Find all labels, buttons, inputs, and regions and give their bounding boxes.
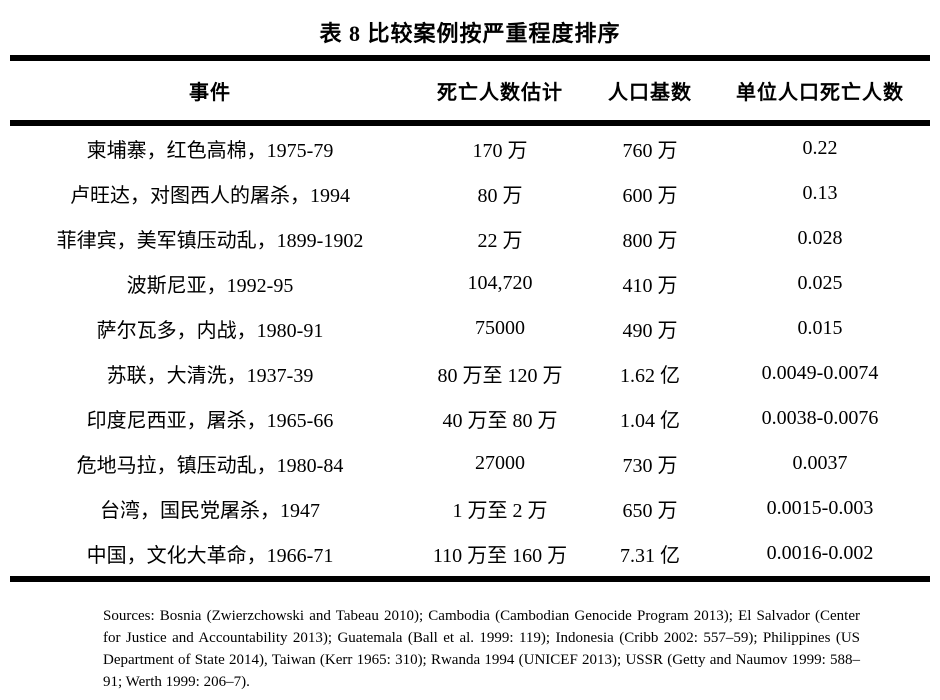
cell-event: 苏联，大清洗，1937-39 [106,365,314,387]
cell-per-capita: 0.0016-0.002 [766,542,874,564]
column-header-event: 事件 [189,82,231,104]
cell-deaths: 75000 [475,317,525,339]
cell-deaths: 104,720 [467,272,533,294]
cell-per-capita: 0.0049-0.0074 [761,362,879,384]
cell-per-capita: 0.0038-0.0076 [761,407,879,429]
cell-deaths: 40 万至 80 万 [442,410,558,432]
cell-population: 600 万 [622,185,678,207]
cell-per-capita: 0.015 [797,317,843,339]
table-row: 柬埔寨，红色高棉，1975-79 170 万 760 万 0.22 [10,123,930,171]
cell-per-capita: 0.0015-0.003 [766,497,874,519]
cell-deaths: 1 万至 2 万 [452,500,548,522]
cell-event: 波斯尼亚，1992-95 [126,275,294,297]
cell-population: 650 万 [622,500,678,522]
cell-deaths: 27000 [475,452,525,474]
cell-event: 菲律宾，美军镇压动乱，1899-1902 [56,230,364,252]
table-row: 台湾，国民党屠杀，1947 1 万至 2 万 650 万 0.0015-0.003 [10,486,930,531]
cell-population: 410 万 [622,275,678,297]
table-header: 事件 死亡人数估计 人口基数 单位人口死亡人数 [10,58,930,123]
header-row: 事件 死亡人数估计 人口基数 单位人口死亡人数 [10,58,930,123]
cell-deaths: 22 万 [477,230,523,252]
cell-deaths: 80 万至 120 万 [437,365,563,387]
cell-population: 1.04 亿 [620,410,680,432]
cell-event: 中国，文化大革命，1966-71 [86,545,334,567]
cell-per-capita: 0.028 [797,227,843,249]
cell-population: 7.31 亿 [620,545,680,567]
cell-event: 卢旺达，对图西人的屠杀，1994 [70,185,350,207]
table-body: 柬埔寨，红色高棉，1975-79 170 万 760 万 0.22 卢旺达，对图西人的屠… [10,123,930,579]
cell-deaths: 80 万 [477,185,523,207]
column-header-deaths-per-capita: 单位人口死亡人数 [736,82,904,104]
table-row: 苏联，大清洗，1937-39 80 万至 120 万 1.62 亿 0.0049-0.… [10,351,930,396]
table-title: 表 8 比较案例按严重程度排序 [319,21,621,46]
column-header-deaths-estimate: 死亡人数估计 [437,82,563,104]
column-header-population-base: 人口基数 [608,82,692,104]
cell-event: 台湾，国民党屠杀，1947 [100,500,320,522]
table-row: 印度尼西亚，屠杀，1965-66 40 万至 80 万 1.04 亿 0.0038-0… [10,396,930,441]
cell-per-capita: 0.025 [797,272,843,294]
cell-population: 800 万 [622,230,678,252]
cell-population: 490 万 [622,320,678,342]
severity-comparison-table: 事件 死亡人数估计 人口基数 单位人口死亡人数 柬埔寨，红色高棉，1975-79… [10,55,930,582]
cell-deaths: 170 万 [472,140,528,162]
sources-note: Sources: Bosnia (Zwierzchowski and Tabea… [103,608,860,690]
table-row: 卢旺达，对图西人的屠杀，1994 80 万 600 万 0.13 [10,171,930,216]
cell-per-capita: 0.0037 [792,452,848,474]
cell-event: 萨尔瓦多，内战，1980-91 [96,320,324,342]
table-row: 中国，文化大革命，1966-71 110 万至 160 万 7.31 亿 0.0016… [10,531,930,579]
cell-population: 760 万 [622,140,678,162]
cell-per-capita: 0.13 [802,182,838,204]
table-row: 萨尔瓦多，内战，1980-91 75000 490 万 0.015 [10,306,930,351]
cell-per-capita: 0.22 [802,137,838,159]
cell-population: 730 万 [622,455,678,477]
cell-event: 印度尼西亚，屠杀，1965-66 [86,410,334,432]
cell-event: 危地马拉，镇压动乱，1980-84 [76,455,344,477]
cell-event: 柬埔寨，红色高棉，1975-79 [86,140,334,162]
table-row: 菲律宾，美军镇压动乱，1899-1902 22 万 800 万 0.028 [10,216,930,261]
table-row: 波斯尼亚，1992-95 104,720 410 万 0.025 [10,261,930,306]
table-row: 危地马拉，镇压动乱，1980-84 27000 730 万 0.0037 [10,441,930,486]
cell-deaths: 110 万至 160 万 [432,545,568,567]
cell-population: 1.62 亿 [620,365,680,387]
